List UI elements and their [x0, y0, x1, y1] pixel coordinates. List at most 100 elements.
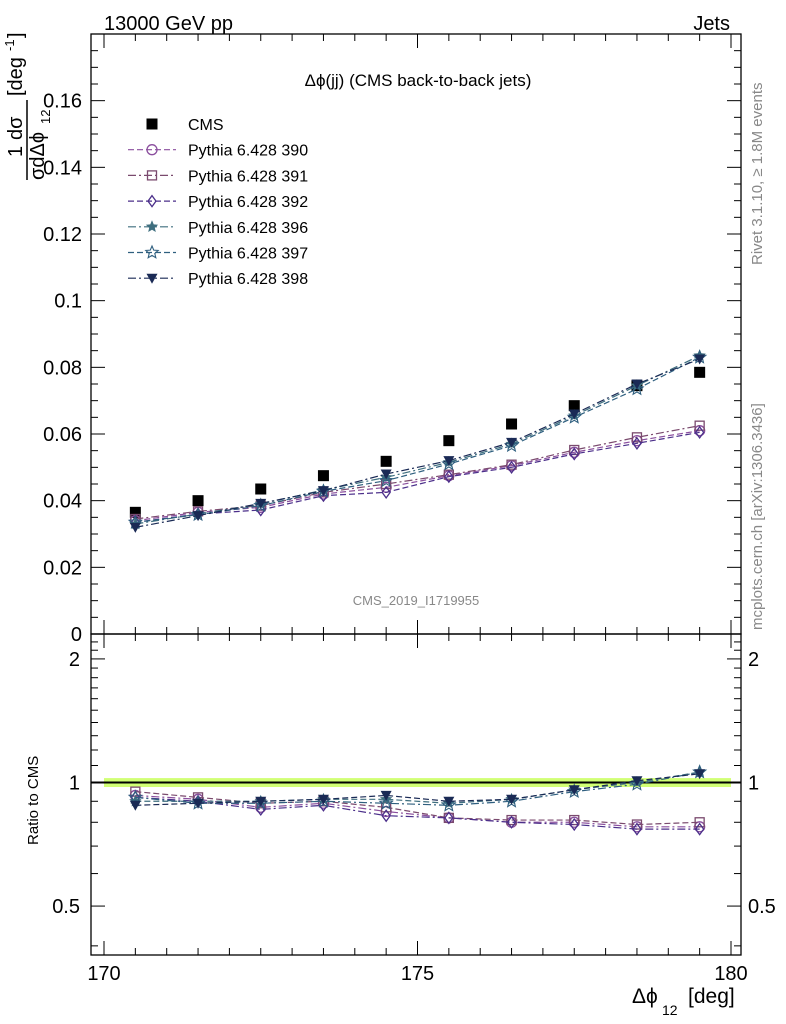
ratio-y-tick-label-right: 2 [748, 649, 759, 671]
ratio-y-axis-label: Ratio to CMS [25, 756, 42, 845]
y-tick-label: 0.02 [43, 557, 82, 579]
x-axis-label: Δϕ 12 [deg] [632, 985, 735, 1018]
legend-marker [146, 170, 158, 181]
data-point-pythia-6-428-398 [694, 354, 706, 365]
y-tick-label: 0 [71, 624, 82, 646]
y-tick-label: 0.04 [43, 491, 82, 513]
svg-text:[deg]: [deg] [688, 985, 735, 1008]
legend-label: Pythia 6.428 397 [188, 246, 308, 263]
legend-label: CMS [188, 117, 224, 134]
ratio-point-pythia-6-428-397 [629, 776, 645, 791]
data-point-pythia-6-428-398 [380, 469, 392, 480]
legend-entry: Pythia 6.428 391 [128, 168, 308, 185]
legend-label: Pythia 6.428 392 [188, 194, 308, 211]
svg-text:1: 1 [5, 146, 27, 157]
ratio-y-tick-label-right: 0.5 [748, 896, 776, 918]
x-tick-label: 180 [714, 963, 747, 985]
ratio-point-pythia-6-428-398 [380, 790, 392, 801]
data-point-pythia-6-428-392 [381, 485, 391, 499]
series-line-pythia-6-428-392 [135, 431, 700, 523]
ratio-y-tick-label: 1 [69, 772, 80, 794]
svg-text:[deg: [deg [5, 57, 27, 96]
legend-entry: Pythia 6.428 398 [128, 271, 308, 288]
legend-marker [146, 144, 158, 156]
legend-entry: CMS [146, 117, 224, 134]
ratio-point-pythia-6-428-392 [569, 817, 580, 832]
ratio-line-pythia-6-428-397 [135, 771, 700, 806]
legend-marker [144, 244, 160, 259]
legend-entry: Pythia 6.428 392 [128, 194, 308, 211]
data-point-pythia-6-428-392 [569, 447, 580, 461]
data-point-pythia-6-428-398 [506, 437, 518, 448]
series-line-pythia-6-428-396 [135, 355, 700, 525]
data-point-cms [506, 418, 518, 430]
mcplots-label: mcplots.cern.ch [arXiv:1306.3436] [749, 403, 766, 630]
legend-entry: Pythia 6.428 396 [128, 220, 308, 237]
data-point-cms [380, 455, 392, 467]
y-tick-label: 0.08 [43, 357, 82, 379]
ratio-y-tick-label-right: 1 [748, 772, 759, 794]
ratio-point-pythia-6-428-397 [441, 797, 457, 812]
data-point-pythia-6-428-398 [255, 498, 267, 509]
ratio-point-pythia-6-428-398 [568, 785, 580, 796]
ratio-line-pythia-6-428-396 [135, 771, 700, 804]
legend-marker [147, 194, 157, 208]
legend-marker [146, 273, 158, 284]
data-point-pythia-6-428-392 [444, 470, 454, 484]
svg-text:-1: -1 [2, 39, 17, 51]
ratio-point-pythia-6-428-398 [694, 769, 706, 780]
data-point-pythia-6-428-397 [378, 472, 394, 488]
data-point-cms [568, 400, 580, 412]
data-point-pythia-6-428-391 [631, 432, 643, 443]
legend-label: Pythia 6.428 396 [188, 220, 308, 237]
data-point-pythia-6-428-398 [317, 486, 329, 497]
svg-text:σdΔϕ: σdΔϕ [27, 132, 49, 180]
analysis-watermark: CMS_2019_I1719955 [353, 593, 480, 608]
ratio-plot-frame [90, 633, 742, 956]
series-line-pythia-6-428-391 [135, 425, 700, 520]
series-line-pythia-6-428-390 [135, 430, 700, 522]
data-point-pythia-6-428-397 [504, 437, 520, 453]
y-tick-label: 0.12 [43, 224, 82, 246]
ratio-point-pythia-6-428-391 [569, 814, 580, 826]
data-point-pythia-6-428-397 [566, 409, 582, 424]
ratio-point-pythia-6-428-392 [694, 822, 705, 836]
svg-text:]: ] [5, 32, 27, 38]
legend-label: Pythia 6.428 398 [188, 271, 308, 288]
ratio-line-pythia-6-428-391 [135, 791, 700, 826]
rivet-label: Rivet 3.1.10, ≥ 1.8M events [749, 83, 766, 266]
series-line-pythia-6-428-398 [135, 358, 700, 528]
svg-text:Δϕ: Δϕ [632, 985, 658, 1008]
ratio-point-pythia-6-428-397 [127, 789, 143, 804]
legend-entry: Pythia 6.428 390 [128, 143, 308, 160]
header-right: Jets [693, 13, 730, 35]
data-point-cms [317, 470, 329, 482]
data-point-pythia-6-428-398 [192, 511, 204, 522]
ratio-point-pythia-6-428-398 [255, 796, 267, 807]
series-line-pythia-6-428-397 [135, 356, 700, 523]
data-point-pythia-6-428-391 [506, 459, 517, 470]
data-point-pythia-6-428-392 [694, 425, 705, 439]
data-point-pythia-6-428-392 [506, 460, 517, 474]
main-y-axis-label: 1 dσ σdΔϕ 12 [deg -1 ] [2, 32, 53, 180]
svg-text:dσ: dσ [5, 116, 27, 140]
ratio-point-pythia-6-428-398 [317, 794, 329, 805]
svg-text:12: 12 [38, 110, 53, 124]
ratio-point-pythia-6-428-398 [506, 794, 518, 805]
legend-marker [146, 118, 158, 130]
y-tick-label: 0.1 [54, 291, 82, 313]
y-tick-label: 0.16 [43, 91, 82, 113]
header-left: 13000 GeV pp [104, 13, 233, 35]
ratio-point-pythia-6-428-392 [444, 811, 454, 825]
ratio-point-pythia-6-428-398 [443, 796, 455, 807]
legend-entry: Pythia 6.428 397 [128, 244, 308, 263]
x-tick-label: 170 [87, 963, 120, 985]
data-point-cms [694, 366, 706, 378]
data-point-pythia-6-428-398 [568, 409, 580, 420]
data-point-pythia-6-428-398 [129, 522, 141, 533]
ratio-y-tick-label: 0.5 [52, 896, 80, 918]
data-point-cms [443, 435, 455, 447]
legend-label: Pythia 6.428 391 [188, 168, 308, 185]
data-point-pythia-6-428-391 [694, 420, 705, 431]
